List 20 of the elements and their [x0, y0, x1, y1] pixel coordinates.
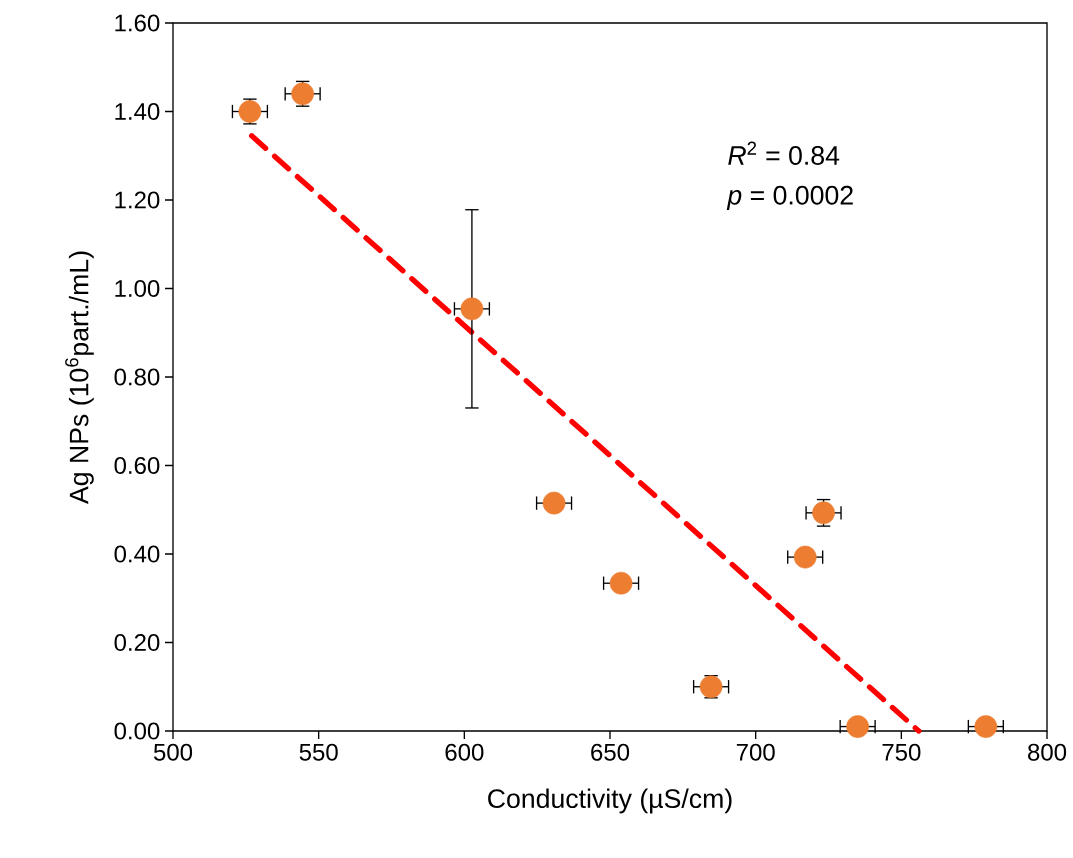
x-tick-label: 800 [1028, 743, 1067, 761]
y-tick-label: 0.80 [114, 368, 160, 386]
y-tick-label: 1.20 [115, 191, 160, 209]
y-tick-label: 0.40 [114, 545, 160, 563]
annotation: p = 0.0002 [726, 185, 853, 210]
x-axis-title: Conductivity (µS/cm) [488, 788, 732, 814]
y-tick-label: 1.00 [115, 279, 160, 297]
x-tick-label: 750 [882, 743, 921, 761]
y-tick-label: 0.60 [114, 456, 160, 474]
y-tick-label: 1.40 [115, 102, 160, 120]
x-tick-label: 600 [445, 743, 484, 761]
x-tick-label: 700 [736, 743, 775, 761]
y-tick-label: 1.60 [115, 14, 160, 32]
y-axis-title: Ag NPs (10$^{6}$part./mL) [65, 251, 94, 505]
annotation: R$^{2}$ = 0.84 [728, 141, 840, 165]
x-tick-label: 650 [591, 743, 630, 761]
y-tick-label: 0.20 [114, 633, 160, 651]
y-tick-label: 0.00 [114, 722, 160, 740]
x-tick-label: 550 [299, 743, 338, 761]
x-tick-label: 500 [153, 743, 193, 761]
